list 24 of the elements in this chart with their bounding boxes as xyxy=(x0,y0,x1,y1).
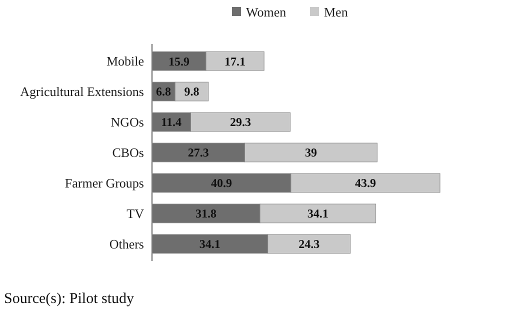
data-label: 34.1 xyxy=(199,237,220,252)
data-label: 9.8 xyxy=(184,84,200,99)
y-tick-label: Farmer Groups xyxy=(64,176,144,191)
source-note: Source(s): Pilot study xyxy=(4,291,134,307)
data-label: 29.3 xyxy=(230,115,251,130)
legend-label: Women xyxy=(246,4,287,20)
data-label: 34.1 xyxy=(307,206,328,221)
legend-label: Men xyxy=(324,4,348,20)
y-tick-label: NGOs xyxy=(110,114,144,130)
y-tick-label: Others xyxy=(109,236,144,252)
data-label: 24.3 xyxy=(298,237,320,252)
data-label: 27.3 xyxy=(188,146,209,160)
y-tick-label: CBOs xyxy=(112,145,144,160)
data-label: 39 xyxy=(304,146,317,160)
data-label: 15.9 xyxy=(168,54,190,68)
data-label: 40.9 xyxy=(210,176,232,190)
data-label: 6.8 xyxy=(156,84,172,99)
data-label: 11.4 xyxy=(161,115,182,130)
y-tick-label: TV xyxy=(126,206,145,222)
data-label: 43.9 xyxy=(354,176,376,190)
y-tick-label: Mobile xyxy=(106,54,144,69)
y-tick-label: Agricultural Extensions xyxy=(20,84,144,100)
data-label: 31.8 xyxy=(196,206,216,221)
data-label: 17.1 xyxy=(224,54,246,68)
